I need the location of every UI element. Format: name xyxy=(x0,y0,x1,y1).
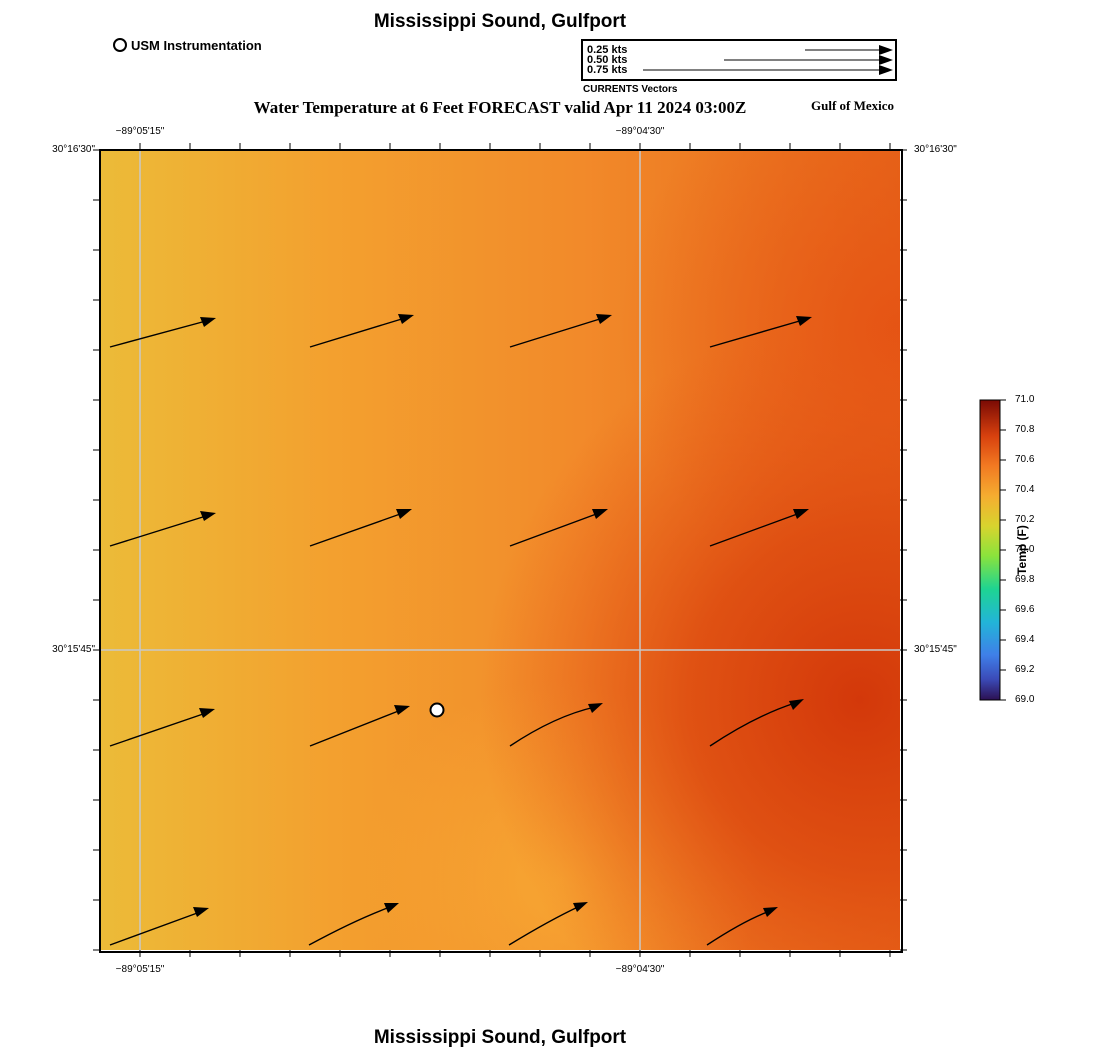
arrowhead-icon xyxy=(200,317,216,327)
current-vector xyxy=(509,512,600,547)
arrowhead-icon xyxy=(193,907,209,917)
temperature-hot-east xyxy=(100,150,900,950)
graticule xyxy=(100,150,900,950)
arrowhead-icon xyxy=(588,703,603,713)
current-vector xyxy=(109,515,207,547)
arrowhead-icon xyxy=(199,708,215,718)
lon-label-bottom-2: −89°04'30" xyxy=(615,964,665,975)
station-marker[interactable] xyxy=(429,702,445,718)
colorbar-tick-label: 70.4 xyxy=(1015,484,1035,495)
arrowhead-icon xyxy=(396,509,412,519)
colorbar xyxy=(979,399,1001,701)
arrowhead-icon xyxy=(394,705,410,715)
vector-label-025: 0.25 kts xyxy=(587,44,628,56)
vector-legend-arrows xyxy=(643,45,893,75)
map-title: Mississippi Sound, Gulfport xyxy=(373,11,627,32)
arrowhead-icon xyxy=(793,509,809,519)
current-vector xyxy=(509,317,604,348)
colorbar-title: Temp (F) xyxy=(1015,525,1029,575)
colorbar-tick-label: 71.0 xyxy=(1015,394,1035,405)
vector-label-050: 0.50 kts xyxy=(587,54,628,66)
legend-arrowhead-icon xyxy=(879,55,893,65)
arrowhead-icon xyxy=(592,509,608,519)
arrowhead-icon xyxy=(573,902,588,912)
current-vectors xyxy=(109,317,804,946)
colorbar-tick-label: 69.2 xyxy=(1015,664,1035,675)
map-title-bottom: Mississippi Sound, Gulfport xyxy=(373,1027,627,1048)
arrowhead-icon xyxy=(398,314,414,324)
colorbar-tick-label: 69.0 xyxy=(1015,694,1035,705)
vector-legend-caption: CURRENTS Vectors xyxy=(583,84,678,95)
arrowhead-icon xyxy=(796,316,812,326)
vector-label-075: 0.75 kts xyxy=(587,64,628,76)
lon-label-top-2: −89°04'30" xyxy=(615,126,665,137)
map-frame xyxy=(99,149,903,953)
current-vector-heads xyxy=(193,314,812,917)
colorbar-tick-label: 70.6 xyxy=(1015,454,1035,465)
lat-label-right-1: 30°16'30" xyxy=(914,144,957,155)
colorbar-tick-label: 70.0 xyxy=(1015,544,1035,555)
lon-label-top-1: −89°05'15" xyxy=(115,126,165,137)
current-vector xyxy=(309,709,402,747)
lat-label-left-1: 30°16'30" xyxy=(52,144,95,155)
lon-label-bottom-1: −89°05'15" xyxy=(115,964,165,975)
station-legend-label: USM Instrumentation xyxy=(131,37,262,53)
map-subtitle: Water Temperature at 6 Feet FORECAST val… xyxy=(253,98,747,117)
current-vector xyxy=(109,911,201,946)
arrowhead-icon xyxy=(596,314,612,324)
lat-label-right-2: 30°15'45" xyxy=(914,644,957,655)
arrowhead-icon xyxy=(763,907,778,917)
current-vector xyxy=(109,712,207,747)
current-vector xyxy=(109,320,207,348)
current-vector xyxy=(709,512,801,547)
current-vector xyxy=(709,702,796,747)
colorbar-tick-label: 69.6 xyxy=(1015,604,1035,615)
colorbar-tick-label: 70.8 xyxy=(1015,424,1035,435)
current-vector xyxy=(309,317,406,348)
current-vector xyxy=(509,706,596,747)
station-legend: USM Instrumentation xyxy=(113,37,262,53)
colorbar-tick-label: 69.4 xyxy=(1015,634,1035,645)
temperature-field xyxy=(100,150,900,950)
legend-arrowhead-icon xyxy=(879,65,893,75)
current-vector xyxy=(308,906,391,946)
region-label: Gulf of Mexico xyxy=(811,98,895,113)
station-marker-icon xyxy=(113,38,127,52)
arrowhead-icon xyxy=(789,699,804,710)
colorbar-ticks xyxy=(1000,399,1006,701)
current-vector xyxy=(309,512,404,547)
arrowhead-icon xyxy=(200,511,216,521)
colorbar-tick-label: 69.8 xyxy=(1015,574,1035,585)
current-vector-legend: 0.25 kts 0.50 kts 0.75 kts xyxy=(581,39,897,81)
current-vector xyxy=(508,905,581,946)
lat-label-left-2: 30°15'45" xyxy=(52,644,95,655)
current-vector xyxy=(709,319,804,348)
legend-arrowhead-icon xyxy=(879,45,893,55)
arrowhead-icon xyxy=(384,903,399,913)
colorbar-tick-label: 70.2 xyxy=(1015,514,1035,525)
